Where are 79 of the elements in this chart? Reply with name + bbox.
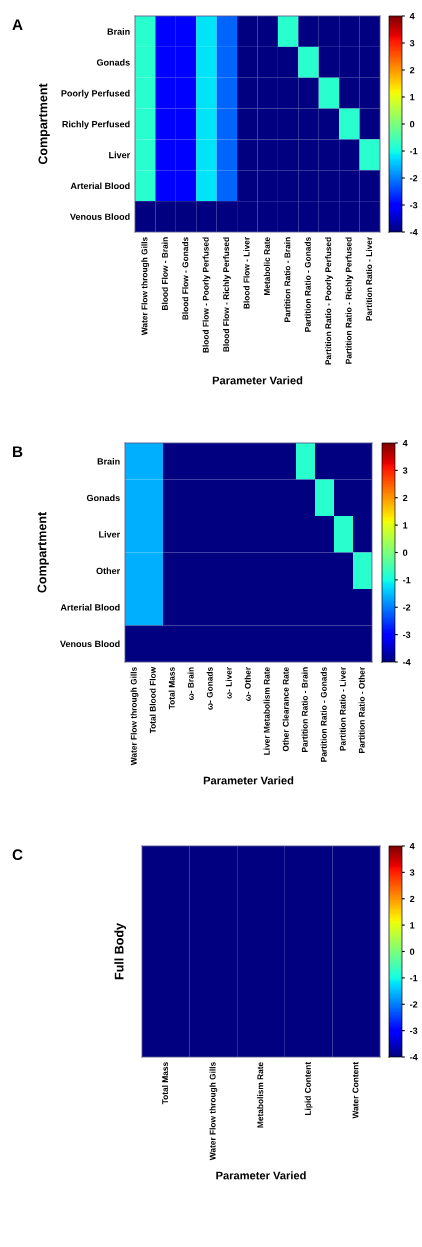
color-bar-label: -1 bbox=[409, 148, 418, 155]
color-bar-label: 4 bbox=[402, 440, 408, 447]
x-tick-label: Total Mass bbox=[168, 667, 175, 710]
y-tick-label: Liver bbox=[99, 530, 120, 538]
x-tick-label: Metabolism Rate bbox=[257, 1062, 264, 1128]
x-tick-label: Water Content bbox=[352, 1061, 359, 1119]
color-bar-label: -4 bbox=[409, 229, 418, 236]
color-bar-label: 0 bbox=[410, 948, 415, 955]
y-tick-label: Brain bbox=[97, 457, 120, 465]
x-axis-title: Parameter Varied bbox=[216, 1171, 306, 1180]
y-axis-title: Full Body bbox=[114, 923, 127, 980]
x-tick-label: Partition Ratio - Gonads bbox=[320, 667, 327, 762]
x-tick-label: Blood Flow - Richly Perfused bbox=[222, 237, 231, 352]
x-tick-label: Water Flow through Gills bbox=[141, 237, 150, 336]
y-tick-label: Arterial Blood bbox=[70, 182, 130, 190]
x-tick-label: Partition Ratio - Liver bbox=[365, 236, 373, 321]
x-tick-label: ω- Gonads bbox=[206, 667, 213, 710]
color-bar-label: -3 bbox=[409, 201, 418, 209]
color-bar-label: 3 bbox=[402, 467, 408, 474]
x-tick-label: ω- Liver bbox=[225, 666, 232, 699]
x-tick-label: Metabolic Rate bbox=[263, 237, 270, 296]
color-bar-label: -4 bbox=[409, 1054, 418, 1061]
color-bar-label: -3 bbox=[409, 1027, 418, 1034]
y-tick-label: Gonads bbox=[96, 59, 130, 66]
x-tick-label: Total Blood Flow bbox=[149, 666, 156, 734]
x-tick-label: Blood Flow - Gonads bbox=[182, 237, 189, 320]
x-tick-label: Water Flow through Gills bbox=[130, 667, 139, 766]
color-bar-label: 1 bbox=[410, 922, 415, 929]
y-tick-label: Venous Blood bbox=[70, 213, 130, 220]
x-tick-label: Partition Ratio - Other bbox=[358, 666, 365, 753]
color-bar-label: -3 bbox=[402, 631, 411, 638]
y-tick-label: Liver bbox=[109, 151, 130, 159]
x-tick-label: Partition Ratio - Richly Perfused bbox=[345, 237, 354, 364]
text: B bbox=[13, 446, 23, 457]
color-bar-label: 0 bbox=[410, 120, 415, 128]
color-bar-label: 2 bbox=[402, 494, 408, 502]
color-bar-label: 1 bbox=[410, 94, 415, 101]
y-tick-label: Richly Perfused bbox=[62, 120, 130, 130]
color-bar-label: 3 bbox=[409, 869, 415, 876]
color-bar-label: 1 bbox=[403, 522, 408, 529]
x-tick-label: Partition Ratio - Brain bbox=[301, 667, 308, 752]
x-tick-label: Total Mass bbox=[161, 1062, 169, 1105]
x-tick-label: Blood Flow - Brain bbox=[161, 237, 168, 310]
x-tick-label: ω- Other bbox=[244, 666, 251, 701]
y-tick-label: Gonads bbox=[86, 494, 120, 502]
x-axis-title: Parameter Varied bbox=[203, 776, 294, 785]
y-tick-label: Venous Blood bbox=[60, 640, 120, 648]
color-bar-label: 4 bbox=[409, 843, 415, 850]
y-tick-label: Other bbox=[96, 567, 120, 575]
x-tick-label: Blood Flow - Poorly Perfused bbox=[202, 237, 211, 353]
x-tick-label: Water Flow through Gills bbox=[209, 1062, 218, 1161]
color-bar-label: 0 bbox=[403, 549, 408, 556]
color-bar-label: 2 bbox=[409, 66, 415, 74]
x-tick-label: Partition Ratio - Liver bbox=[339, 666, 346, 751]
x-tick-label: Lipid Content bbox=[304, 1061, 313, 1115]
color-bar-label: 3 bbox=[409, 39, 415, 47]
color-bar-label: -4 bbox=[402, 659, 411, 666]
y-axis-title: Compartment bbox=[37, 512, 49, 593]
y-tick-label: Poorly Perfused bbox=[61, 89, 130, 99]
color-bar-label: -1 bbox=[402, 576, 411, 584]
y-tick-label: Brain bbox=[107, 28, 130, 35]
x-axis-title: Parameter Varied bbox=[212, 376, 303, 385]
x-tick-label: Partition Ratio - Gonads bbox=[304, 237, 311, 332]
text: C bbox=[12, 849, 23, 861]
x-tick-label: Blood Flow - Liver bbox=[243, 236, 250, 309]
x-tick-label: Partition Ratio - Brain bbox=[284, 237, 291, 322]
color-bar-label: 2 bbox=[409, 895, 415, 903]
x-tick-label: ω- Brain bbox=[187, 667, 194, 700]
x-tick-label: Partition Ratio - Poorly Perfused bbox=[325, 237, 333, 365]
color-bar-label: -2 bbox=[409, 174, 418, 182]
color-bar-label: 4 bbox=[409, 13, 415, 20]
text: A bbox=[12, 19, 23, 30]
y-axis-title: Compartment bbox=[38, 83, 50, 165]
x-tick-label: Liver Metabolism Rate bbox=[263, 667, 270, 755]
x-tick-label: Other Clearance Rate bbox=[282, 667, 289, 752]
color-bar-label: -1 bbox=[409, 974, 418, 982]
color-bar-label: -2 bbox=[402, 604, 411, 611]
color-bar-label: -2 bbox=[409, 1001, 418, 1008]
y-tick-label: Arterial Blood bbox=[60, 603, 120, 611]
